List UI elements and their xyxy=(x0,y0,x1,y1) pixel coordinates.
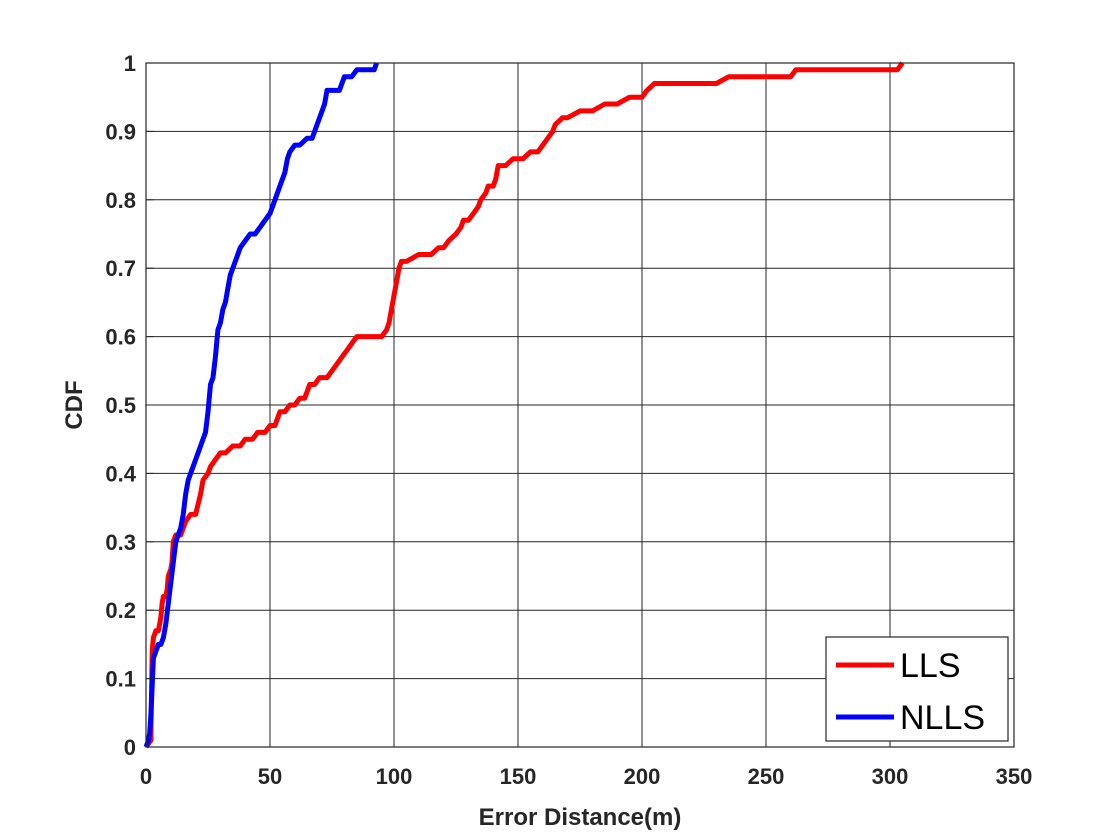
x-tick-label: 150 xyxy=(500,764,537,789)
x-tick-label: 200 xyxy=(624,764,661,789)
x-tick-label: 50 xyxy=(258,764,282,789)
y-axis-label: CDF xyxy=(61,380,88,429)
legend-label-nlls: NLLS xyxy=(900,699,985,737)
y-tick-label: 0.4 xyxy=(105,461,136,486)
series-layer xyxy=(143,61,905,749)
x-tick-label: 100 xyxy=(376,764,413,789)
y-tick-label: 0.1 xyxy=(105,667,136,692)
legend-box xyxy=(825,636,1009,742)
x-axis-label: Error Distance(m) xyxy=(479,804,682,831)
x-tick-label: 350 xyxy=(996,764,1033,789)
y-tick-label: 0.8 xyxy=(105,188,136,213)
x-tick-label: 250 xyxy=(748,764,785,789)
legend: LLS NLLS xyxy=(825,636,1009,742)
y-tick-label: 0.7 xyxy=(105,256,136,281)
series-line-lls xyxy=(143,61,905,749)
y-tick-label: 0.6 xyxy=(105,325,136,350)
axis-ticks: 0 50 100 150 200 250 300 350 0 0.1 0.2 0.3 0.4 0.5 0.6… xyxy=(105,51,1032,789)
y-tick-label: 0.2 xyxy=(105,598,136,623)
y-tick-label: 1 xyxy=(124,51,136,76)
y-tick-label: 0 xyxy=(124,735,136,760)
x-tick-label: 300 xyxy=(872,764,909,789)
series-line-nlls xyxy=(143,62,379,748)
y-tick-label: 0.5 xyxy=(105,393,136,418)
y-tick-label: 0.3 xyxy=(105,530,136,555)
x-tick-label: 0 xyxy=(140,764,152,789)
y-tick-label: 0.9 xyxy=(105,119,136,144)
legend-label-lls: LLS xyxy=(900,647,961,685)
